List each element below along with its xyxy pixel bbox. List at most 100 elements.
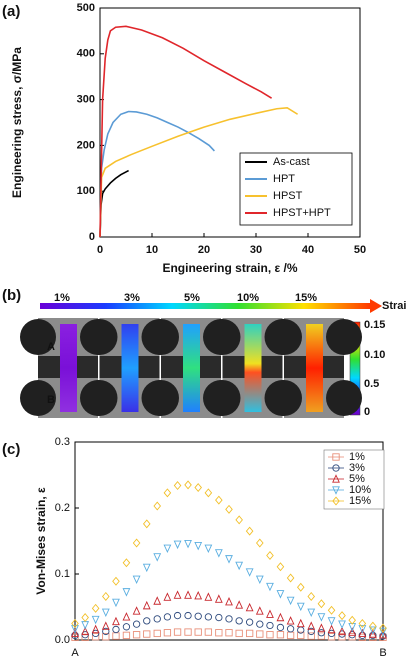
marker xyxy=(194,591,203,600)
marker xyxy=(286,631,295,640)
line xyxy=(99,110,215,238)
marker xyxy=(204,613,213,621)
legend-box xyxy=(239,152,353,226)
marker xyxy=(307,632,315,640)
marker xyxy=(142,563,151,573)
panel-label: (b) xyxy=(2,287,21,304)
x-tick-label: 20 xyxy=(198,244,210,256)
marker xyxy=(369,631,377,640)
marker xyxy=(368,629,377,638)
marker xyxy=(122,558,131,568)
marker xyxy=(369,621,377,631)
x-tick-label: A xyxy=(71,647,79,659)
marker xyxy=(307,591,316,601)
line xyxy=(99,107,299,238)
marker xyxy=(256,620,264,628)
marker xyxy=(255,575,264,585)
legend-label: 10% xyxy=(349,484,371,496)
marker xyxy=(317,599,326,609)
marker xyxy=(327,629,336,638)
plot-frame xyxy=(74,441,384,641)
marker xyxy=(245,629,254,638)
marker xyxy=(184,611,192,620)
marker xyxy=(163,629,172,637)
strain-field xyxy=(121,324,139,412)
marker xyxy=(102,627,110,636)
marker xyxy=(358,633,367,642)
grip xyxy=(326,319,362,355)
marker xyxy=(379,632,387,640)
marker xyxy=(266,551,274,561)
marker xyxy=(81,621,90,630)
plot-frame xyxy=(99,7,361,238)
panel-label: (a) xyxy=(2,3,20,20)
marker xyxy=(71,633,79,642)
marker xyxy=(214,549,223,558)
marker xyxy=(338,620,346,629)
marker xyxy=(338,626,346,636)
marker xyxy=(204,544,213,554)
marker xyxy=(91,633,100,641)
marker xyxy=(163,592,172,601)
marker xyxy=(204,488,213,498)
strain-label: 3% xyxy=(124,292,140,304)
marker xyxy=(348,633,356,641)
grip xyxy=(81,380,118,416)
marker xyxy=(81,613,89,623)
marker xyxy=(317,629,326,637)
marker xyxy=(225,596,233,606)
marker xyxy=(143,630,151,638)
y-tick-label: 0.2 xyxy=(55,502,70,514)
marker xyxy=(91,629,100,638)
y-tick-label: 500 xyxy=(77,2,95,14)
marker xyxy=(122,588,131,597)
marker xyxy=(379,623,387,633)
marker xyxy=(194,483,202,493)
legend-label: 15% xyxy=(349,495,371,507)
marker xyxy=(327,633,336,641)
marker xyxy=(358,628,367,638)
marker xyxy=(91,603,100,613)
marker xyxy=(153,596,162,605)
x-tick-label: 10 xyxy=(146,244,158,256)
grip xyxy=(326,380,362,416)
marker xyxy=(332,486,340,495)
grip xyxy=(266,380,302,416)
grip xyxy=(20,380,56,416)
x-axis-title: Engineering strain, ε /% xyxy=(162,261,297,275)
marker xyxy=(122,612,131,621)
marker xyxy=(266,582,274,592)
marker xyxy=(122,631,131,640)
legend-label: HPST+HPT xyxy=(273,207,331,219)
legend-label: As-cast xyxy=(273,156,310,168)
x-tick-label: 0 xyxy=(97,244,103,256)
marker xyxy=(358,625,367,634)
y-tick-label: 0.1 xyxy=(55,568,70,580)
grip xyxy=(81,319,118,355)
marker xyxy=(132,606,141,615)
marker xyxy=(225,555,233,564)
arrow-head xyxy=(370,299,382,313)
strain-label: 15% xyxy=(295,292,317,304)
marker xyxy=(245,602,254,612)
marker xyxy=(153,501,162,511)
strain-label: 1% xyxy=(54,292,70,304)
marker xyxy=(276,562,285,572)
line xyxy=(99,169,129,238)
y-tick-label: 0 xyxy=(89,231,95,243)
marker xyxy=(235,515,243,525)
marker xyxy=(276,590,285,599)
y-tick-label: 300 xyxy=(77,94,95,106)
grip xyxy=(143,380,179,416)
marker xyxy=(132,575,141,585)
marker xyxy=(255,606,264,615)
marker xyxy=(153,615,161,623)
marker xyxy=(142,600,151,610)
strain-field xyxy=(60,324,77,412)
marker xyxy=(286,573,295,583)
marker xyxy=(173,590,182,599)
marker xyxy=(296,602,305,612)
x-tick-label: 40 xyxy=(302,244,314,256)
marker xyxy=(173,481,182,491)
